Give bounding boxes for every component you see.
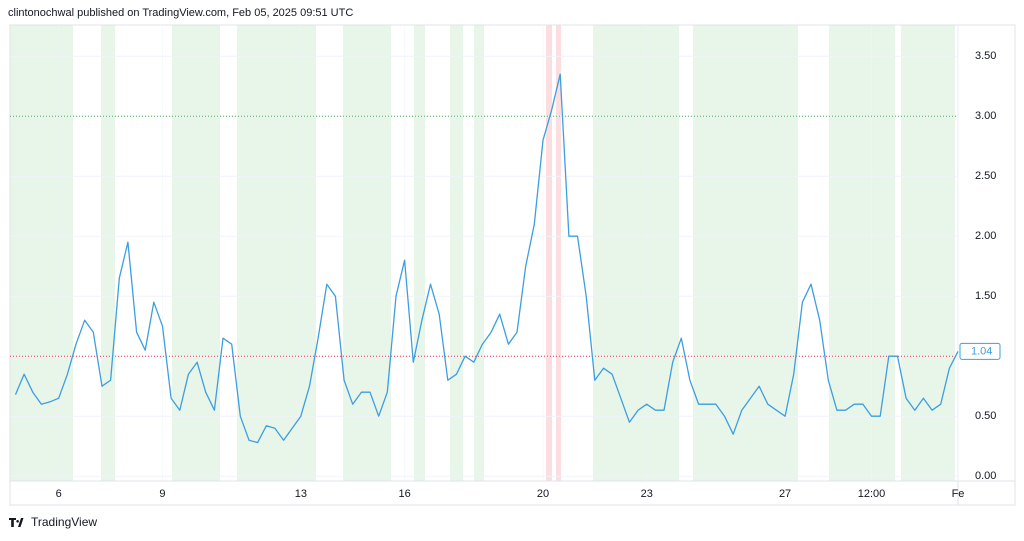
last-price-label: 1.04 xyxy=(971,345,992,357)
green-band xyxy=(474,25,484,481)
x-tick-label: 9 xyxy=(159,488,165,500)
green-band xyxy=(901,25,955,481)
footer: TradingView xyxy=(31,515,97,529)
red-band xyxy=(546,25,552,481)
y-tick-label: 0.50 xyxy=(975,410,996,422)
x-tick-label: 27 xyxy=(779,488,791,500)
y-tick-label: 1.50 xyxy=(975,290,996,302)
y-tick-label: 3.00 xyxy=(975,110,996,122)
green-band xyxy=(414,25,425,481)
y-tick-label: 0.00 xyxy=(975,470,996,482)
logo: TradingView xyxy=(9,515,97,529)
green-band xyxy=(101,25,115,481)
x-tick-label: 23 xyxy=(641,488,653,500)
last-price-box xyxy=(959,342,1001,360)
y-tick-label: 2.50 xyxy=(975,170,996,182)
header: clintonochwal published on TradingView.c… xyxy=(8,7,353,19)
red-band xyxy=(556,25,561,481)
green-band xyxy=(450,25,463,481)
x-tick-label: 12:00 xyxy=(858,488,886,500)
green-band xyxy=(343,25,391,481)
logo-mark xyxy=(9,518,24,527)
green-band xyxy=(10,25,73,481)
y-tick-label: 2.00 xyxy=(975,230,996,242)
x-tick-label: 13 xyxy=(295,488,307,500)
green-band xyxy=(693,25,798,481)
price-line xyxy=(14,73,959,444)
x-tick-label: 16 xyxy=(398,488,410,500)
green-band xyxy=(172,25,220,481)
x-tick-label: Fe xyxy=(952,488,965,500)
x-tick-label: 20 xyxy=(537,488,549,500)
green-band xyxy=(237,25,316,481)
green-band xyxy=(829,25,895,481)
frame xyxy=(9,24,1016,506)
y-tick-label: 3.50 xyxy=(975,50,996,62)
x-tick-label: 6 xyxy=(56,488,62,500)
